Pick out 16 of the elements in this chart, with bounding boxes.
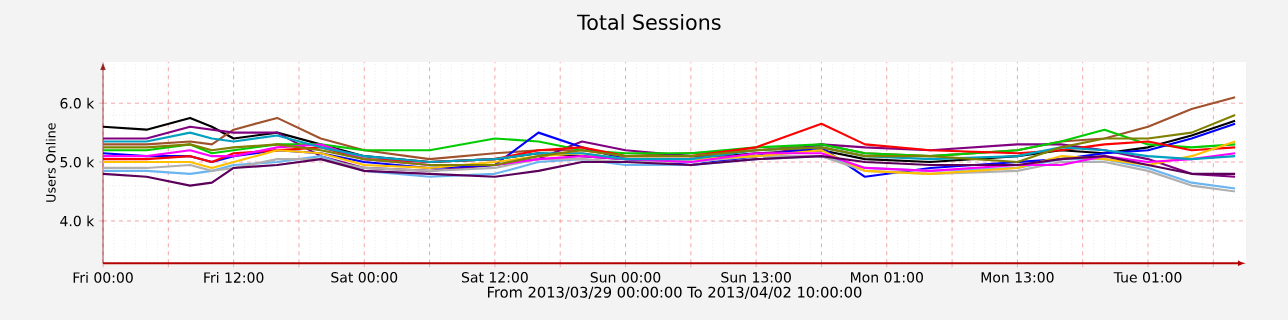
x-tick-label: Fri 00:00 — [73, 272, 133, 283]
x-tick-label: Mon 01:00 — [851, 272, 923, 283]
x-tick-label: Sat 00:00 — [331, 272, 398, 283]
x-tick-label: Sun 13:00 — [721, 272, 791, 283]
chart-title: Total Sessions — [577, 13, 721, 30]
line-series — [103, 128, 1237, 158]
x-tick-label: Fri 12:00 — [204, 272, 264, 283]
x-tick-label: Sat 12:00 — [461, 272, 528, 283]
y-tick-label: 6.0 k — [60, 97, 95, 109]
y-tick-label: 4.0 k — [60, 215, 95, 227]
x-axis-title: From 2013/03/29 00:00:00 To 2013/04/02 10:00:00 — [488, 286, 862, 299]
x-tick-label: Mon 13:00 — [981, 272, 1054, 283]
x-tick-label: Tue 01:00 — [1113, 272, 1182, 283]
y-tick-label: 5.0 k — [60, 156, 95, 168]
x-tick-label: Sun 00:00 — [590, 272, 661, 283]
y-axis-title: Users Online — [45, 123, 56, 202]
